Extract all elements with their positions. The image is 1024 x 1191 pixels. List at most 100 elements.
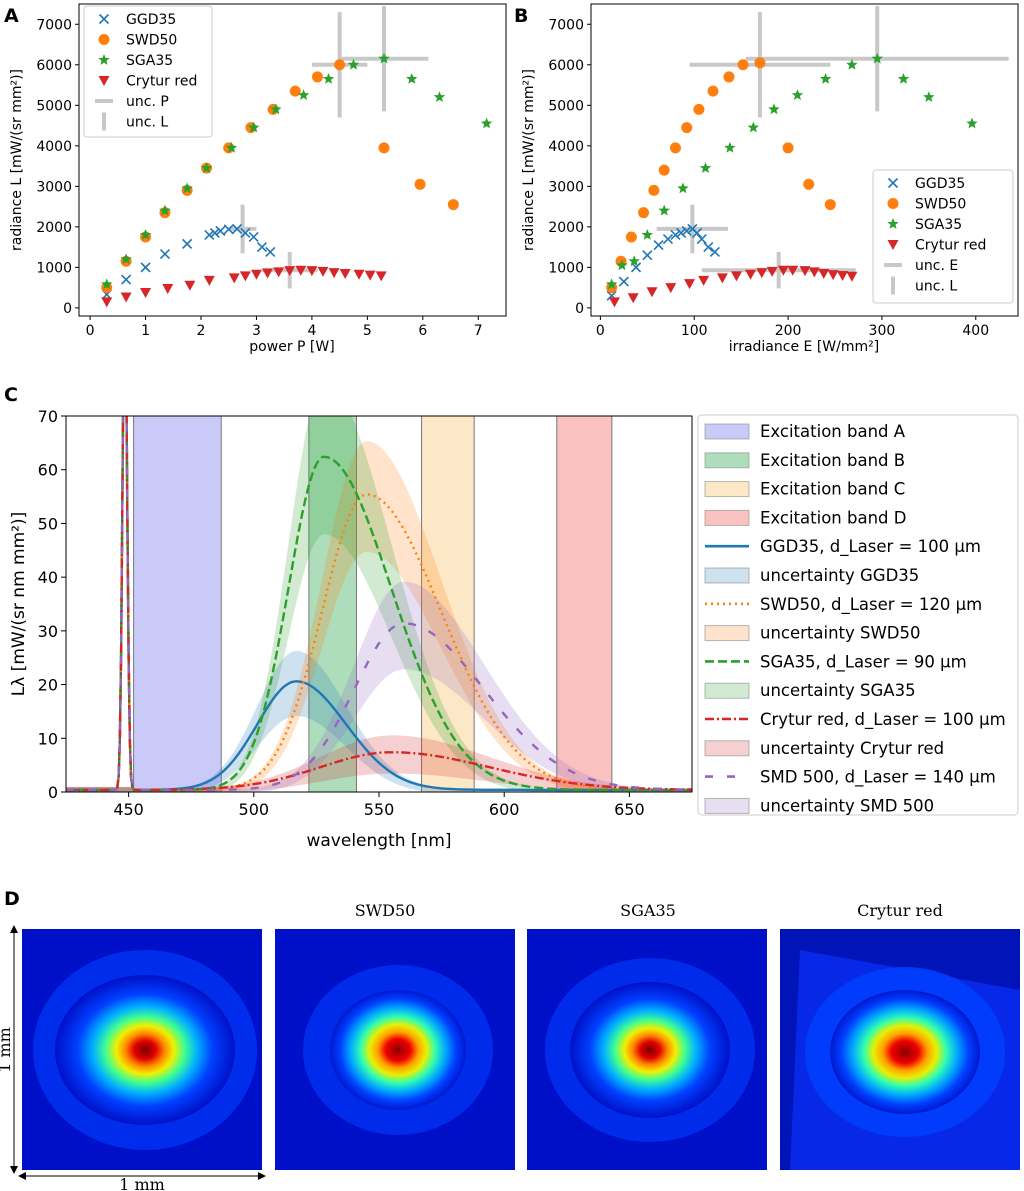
data-point — [871, 52, 883, 64]
y-tick-label: 50 — [38, 514, 58, 533]
legend-marker — [887, 177, 899, 189]
uncertainty-band — [66, 416, 692, 792]
data-point — [681, 225, 692, 236]
data-point — [317, 266, 329, 277]
data-point — [334, 59, 346, 71]
data-point — [837, 270, 849, 281]
data-point — [658, 204, 670, 216]
y-tick-label: 60 — [38, 461, 58, 480]
legend-marker — [98, 54, 110, 65]
data-point — [120, 253, 132, 265]
chart-a-legend: GGD35 SWD50 SGA35 Crytur red unc. P unc. L — [83, 5, 213, 138]
chart-b-frame — [590, 3, 1019, 317]
data-point — [646, 287, 658, 298]
legend-label: SMD 500, d_Laser = 140 µm — [760, 768, 996, 788]
data-point — [101, 297, 113, 308]
data-point — [209, 227, 220, 239]
beam-title-crytur: Crytur red — [857, 901, 943, 920]
legend-label: uncertainty SMD 500 — [760, 796, 934, 815]
legend-swatch — [704, 423, 750, 440]
data-point — [709, 246, 720, 258]
data-point — [803, 178, 815, 190]
chart-b-legend: GGD35 SWD50 SGA35 Crytur red unc. E unc. L — [872, 169, 1014, 304]
beam-image-2 — [275, 929, 515, 1170]
legend-label: Crytur red — [126, 74, 197, 90]
data-point — [311, 71, 323, 83]
data-point — [787, 265, 799, 276]
y-tick-label: 10 — [38, 729, 58, 748]
data-point — [378, 52, 390, 64]
data-point — [228, 273, 240, 284]
x-tick-label: 500 — [239, 800, 270, 819]
data-point — [670, 229, 681, 241]
data-point — [159, 248, 171, 260]
y-tick-label: 2000 — [548, 220, 584, 236]
vertical-scale-label: 1 mm — [0, 1027, 14, 1073]
data-point — [703, 242, 714, 253]
x-tick-label: 650 — [614, 800, 645, 819]
y-tick-label: 7000 — [548, 17, 584, 33]
x-tick-label: 3 — [252, 323, 261, 339]
chart-b-ylabel: radiance L [mW/(sr mm²)] — [521, 69, 537, 251]
y-tick-label: 0 — [63, 301, 72, 317]
data-point — [737, 59, 749, 71]
x-tick-label: 200 — [775, 323, 802, 339]
data-point — [625, 231, 637, 243]
data-point — [648, 184, 660, 196]
data-point — [608, 297, 620, 308]
data-point — [827, 270, 839, 281]
data-point — [676, 227, 687, 239]
data-point — [339, 268, 351, 279]
x-tick-label: 400 — [962, 323, 989, 339]
y-tick-label: 4000 — [548, 139, 584, 155]
legend-swatch — [704, 740, 750, 757]
panel-label-c: C — [4, 384, 18, 406]
y-tick-label: 40 — [38, 568, 58, 587]
y-tick-label: 0 — [575, 301, 584, 317]
data-point — [808, 267, 820, 278]
data-point — [270, 103, 282, 115]
data-point — [747, 121, 760, 133]
chart-c-ylabel: Lλ [mW/(sr nm mm²)] — [9, 512, 29, 697]
data-point — [433, 91, 446, 102]
x-tick-label: 450 — [113, 800, 144, 819]
data-point — [756, 268, 768, 279]
x-tick-label: 100 — [681, 323, 708, 339]
data-point — [642, 250, 653, 261]
data-point — [159, 204, 171, 216]
data-point — [297, 89, 310, 100]
legend-label: Crytur red — [915, 238, 986, 254]
data-point — [662, 233, 674, 245]
data-point — [699, 162, 712, 173]
legend-swatch — [704, 509, 750, 526]
chart-c-xlabel: wavelength [nm] — [306, 831, 451, 851]
legend-marker — [887, 218, 899, 229]
data-point — [353, 269, 365, 280]
data-point — [328, 268, 340, 279]
data-point — [846, 271, 858, 282]
data-point — [239, 271, 251, 282]
chart-a-ylabel: radiance L [mW/(sr mm²)] — [9, 69, 25, 251]
data-point — [121, 274, 132, 285]
uncertainty-band — [66, 581, 692, 792]
legend-label: uncertainty Crytur red — [760, 739, 944, 758]
data-point — [707, 85, 719, 97]
y-tick-label: 1000 — [36, 260, 72, 276]
beam-title-swd50: SWD50 — [355, 901, 416, 920]
legend-marker — [98, 13, 110, 25]
data-point — [677, 182, 689, 194]
data-point — [698, 275, 710, 286]
data-point — [605, 278, 618, 290]
data-point — [777, 265, 789, 276]
data-point — [791, 89, 804, 100]
panel-label-a: A — [4, 5, 19, 27]
data-point — [250, 269, 262, 280]
spectrum-line — [66, 416, 692, 792]
data-point — [322, 73, 335, 84]
y-tick-label: 70 — [38, 407, 58, 426]
horizontal-scale-bar: 1 mm — [18, 1172, 266, 1191]
legend-label: unc. P — [126, 94, 169, 110]
data-point — [819, 73, 832, 84]
chart-c: 450 500 550 600 650 0 10 20 30 40 50 60 70 wavelengt… — [9, 407, 1019, 851]
